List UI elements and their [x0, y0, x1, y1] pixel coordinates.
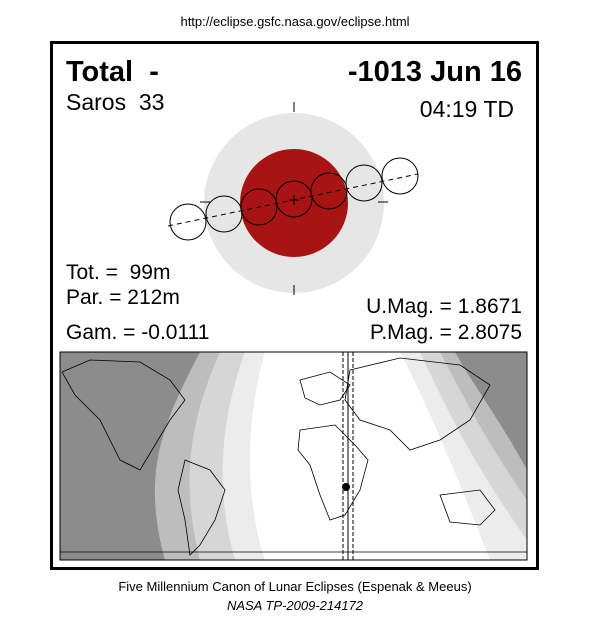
australia: [439, 489, 496, 526]
world-map: [59, 351, 528, 561]
eclipse-type: Total -: [66, 56, 159, 88]
moon-positions: [169, 157, 419, 241]
moon: [240, 188, 278, 226]
moon: [381, 157, 419, 195]
coastlines: [60, 357, 527, 556]
par: Par. = 212m: [66, 286, 180, 309]
asia: [344, 357, 491, 451]
moon: [310, 172, 348, 210]
saros: Saros 33: [66, 89, 164, 115]
europe: [299, 371, 351, 406]
north-america: [61, 359, 186, 471]
eclipse-geometry: [167, 102, 419, 295]
gam: Gam. = -0.0111: [66, 321, 209, 344]
url: http://eclipse.gsfc.nasa.gov/eclipse.htm…: [180, 14, 409, 29]
south-america: [177, 459, 226, 556]
moon: [345, 164, 383, 202]
eclipse-date: -1013 Jun 16: [348, 56, 522, 88]
tot: Tot. = 99m: [66, 261, 170, 284]
pmag: P.Mag. = 2.8075: [370, 321, 522, 344]
footer-line2: NASA TP-2009-214172: [227, 598, 364, 613]
moon: [275, 180, 313, 218]
footer-line1: Five Millennium Canon of Lunar Eclipses …: [118, 579, 471, 594]
time: 04:19 TD: [420, 96, 514, 122]
total-zone: [250, 352, 490, 560]
map-border: [59, 351, 528, 561]
umag: U.Mag. = 1.8671: [366, 295, 522, 318]
moon: [169, 203, 207, 241]
subpoint: [342, 483, 350, 491]
